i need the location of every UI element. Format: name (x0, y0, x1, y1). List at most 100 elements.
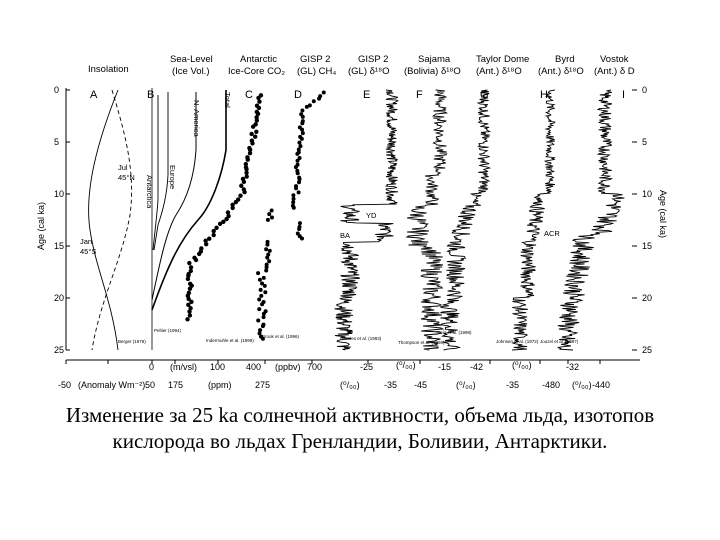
source-b: Peltier (1994) (154, 328, 182, 333)
source-f: Thompson et al. (1998) (398, 340, 445, 345)
ch4-point (260, 281, 265, 286)
right-age-tick-label: 15 (642, 241, 652, 251)
co2-point (187, 313, 193, 318)
right-age-tick-label: 25 (642, 345, 652, 355)
left-age-tick-label: 20 (54, 293, 64, 303)
header-h-line1: Byrd (555, 54, 575, 65)
co2-point (250, 141, 255, 146)
annotation-antarctica: Antarctica (145, 175, 154, 209)
ch4-point (311, 99, 316, 104)
tick-a-50n: -50 (58, 380, 71, 390)
co2-point (244, 174, 249, 179)
ch4-point (317, 96, 322, 101)
ch4-point (267, 248, 272, 253)
source-c: Indermuhle et al. (1999) (206, 338, 254, 343)
ch4-point (307, 103, 312, 108)
panel-letter-c: C (245, 89, 253, 101)
tick-i-440: -440 (592, 380, 610, 390)
co2-point (203, 238, 208, 243)
ch4-point (296, 190, 301, 195)
co2-point (233, 199, 239, 205)
tick-f-45: -45 (414, 380, 427, 390)
left-age-ticks: 0 5 10 15 20 25 (54, 85, 70, 355)
co2-point (247, 147, 253, 152)
ch4-point (269, 208, 274, 213)
panel-letter-i: I (622, 89, 625, 101)
right-age-tick-label: 5 (642, 137, 647, 147)
ch4-point (295, 158, 300, 163)
ch4-point (257, 297, 262, 302)
ch4-point (300, 108, 305, 113)
ch4-point (264, 247, 269, 252)
co2-point (187, 286, 193, 291)
bottom-ticks (65, 360, 601, 364)
header-b-line2: (Ice Vol.) (172, 66, 210, 77)
header-d-line2: (GL) CH₄ (297, 66, 336, 77)
ch4-point (262, 283, 267, 288)
unit-b: (m/vsl) (170, 362, 197, 372)
ch4-point (295, 231, 300, 236)
left-age-tick-label: 0 (54, 85, 59, 95)
header-f-line2: (Bolivia) δ¹⁸O (404, 66, 461, 77)
co2-point (211, 228, 216, 234)
panel-letter-d: D (294, 89, 302, 101)
tick-b-100: 100 (210, 362, 225, 372)
header-e-line1: GISP 2 (358, 54, 388, 65)
ch4-point (267, 259, 272, 264)
ch4-point (298, 144, 303, 149)
source-e: Grootes et al. (1993) (340, 336, 382, 341)
header-i-line2: (Ant.) δ D (594, 66, 635, 77)
panel-letter-h: H (540, 89, 548, 101)
ch4-point (300, 127, 305, 132)
unit-c: (ppm) (208, 380, 232, 390)
ch4-point (257, 307, 262, 312)
ch4-point (260, 324, 265, 329)
co2-point (221, 219, 226, 225)
unit-f: (⁰/₀₀) (396, 360, 416, 370)
ch4-point (291, 193, 296, 198)
co2-series (185, 93, 264, 322)
caption-line-1: Изменение за 25 ka солнечной активности,… (65, 403, 655, 427)
co2-point (217, 221, 223, 227)
ch4-point (300, 121, 305, 126)
co2-point (254, 118, 260, 123)
right-age-tick-label: 20 (642, 293, 652, 303)
co2-point (185, 276, 191, 282)
header-f-line1: Sajama (418, 54, 451, 65)
unit-h: (⁰/₀₀) (512, 360, 532, 370)
left-age-tick-label: 5 (54, 137, 59, 147)
left-age-tick-label: 10 (54, 189, 64, 199)
ch4-point (297, 155, 302, 160)
ch4-point (264, 268, 269, 273)
ch4-point (296, 147, 301, 152)
ch4-point (256, 318, 261, 323)
co2-point (241, 179, 247, 185)
co2-point (256, 105, 262, 111)
sea-level-total-curve (151, 90, 227, 311)
ch4-point (260, 336, 265, 341)
header-e-line2: (GL) δ¹⁸O (348, 66, 390, 77)
unit-d: (ppbv) (275, 362, 301, 372)
co2-point (188, 265, 194, 270)
header-a-line1: Insolation (88, 64, 129, 75)
insolation-jan-45s-curve (91, 89, 133, 351)
co2-point (187, 260, 192, 266)
sea-level-europe-curve (153, 92, 169, 251)
co2-point (250, 124, 256, 129)
co2-point (186, 296, 191, 302)
panel-letter-f: F (416, 89, 423, 101)
tick-g-35: -35 (506, 380, 519, 390)
co2-point (239, 183, 244, 188)
ch4-point (295, 151, 300, 156)
sea-level-antarctica-curve (152, 95, 159, 251)
ch4-point (291, 200, 296, 205)
ch4-point (267, 212, 272, 217)
ch4-point (261, 311, 266, 316)
paleoclimate-chart: Insolation Sea-Level (Ice Vol.) Antarcti… (36, 54, 668, 390)
ch4-point (263, 290, 268, 295)
ch4-point (299, 136, 304, 141)
co2-point (247, 150, 253, 156)
annotation-ba: BA (340, 231, 350, 240)
vostok-dd-series (557, 89, 625, 351)
source-h: Johnsen et al. (1972) (496, 339, 539, 344)
